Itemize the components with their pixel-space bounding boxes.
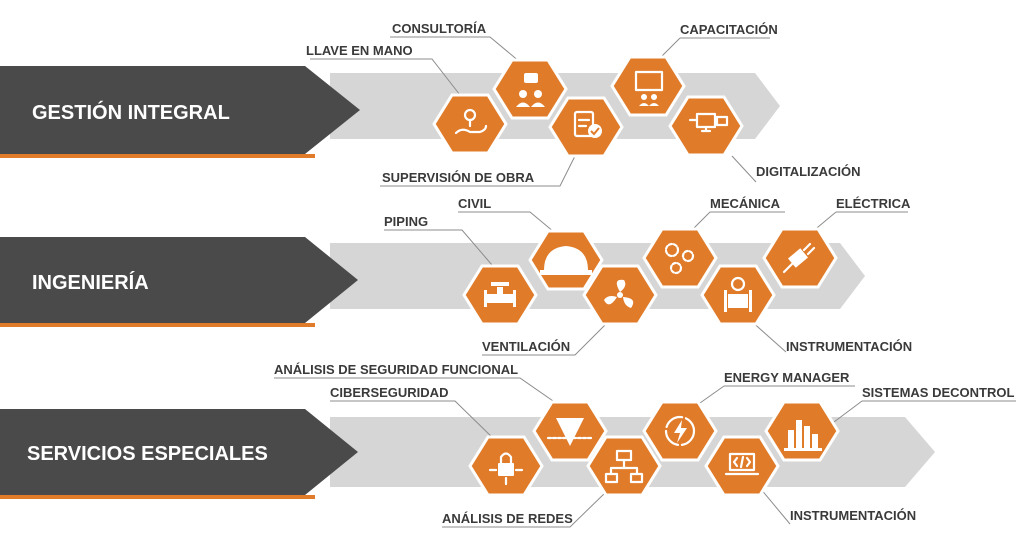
gears-icon	[664, 242, 695, 275]
factory-icon	[784, 420, 822, 451]
hex-electrica	[762, 227, 838, 289]
hex-ventilacion	[582, 264, 658, 326]
hex-instrumentacion	[700, 264, 776, 326]
chat-people-icon	[516, 73, 545, 107]
code-laptop-icon	[724, 452, 760, 476]
monitor-network-icon	[688, 112, 729, 133]
hex-sistemas-de-control	[764, 400, 840, 462]
banner-underline	[0, 495, 315, 499]
label-mecanica: MECÁNICA	[710, 196, 781, 211]
banner-underline	[0, 323, 315, 327]
hex-mecanica	[642, 227, 718, 289]
hex-digitalizacion	[668, 95, 744, 157]
fan-icon	[604, 279, 634, 308]
label-capacitacion: CAPACITACIÓN	[680, 22, 778, 37]
section-banner	[0, 237, 358, 323]
label-energy-manager: ENERGY MANAGER	[724, 370, 850, 385]
presentation-icon	[634, 70, 664, 106]
section-title: SERVICIOS ESPECIALES	[27, 443, 268, 465]
hex-llave-en-mano	[432, 93, 508, 155]
label-consultoria: CONSULTORÍA	[392, 21, 487, 36]
label-ventilacion: VENTILACIÓN	[482, 339, 570, 354]
section-ingenieria: INGENIERÍA	[0, 196, 912, 356]
label-digitalizacion: DIGITALIZACIÓN	[756, 164, 860, 179]
hex-instrumentacion-especial	[704, 435, 780, 497]
label-electrica: ELÉCTRICA	[836, 196, 911, 211]
energy-cycle-icon	[664, 415, 696, 447]
hex-ciberseguridad	[468, 435, 544, 497]
valve-icon	[484, 282, 516, 307]
hex-energy-manager	[642, 400, 718, 462]
clipboard-check-icon	[573, 110, 602, 138]
label-analisis-de-redes: ANÁLISIS DE REDES	[442, 511, 573, 526]
banner-underline	[0, 154, 315, 158]
hex-piping	[462, 264, 538, 326]
hex-capacitacion	[610, 55, 686, 117]
label-civil: CIVIL	[458, 196, 491, 211]
label-analisis-seguridad-funcional: ANÁLISIS DE SEGURIDAD FUNCIONAL	[274, 362, 518, 377]
label-supervision-de-obra: SUPERVISIÓN DE OBRA	[382, 170, 535, 185]
flow-meter-icon	[724, 276, 752, 312]
hex-consultoria	[492, 58, 568, 120]
label-sistemas-de-control: SISTEMAS DECONTROL	[862, 385, 1014, 400]
section-banner	[0, 409, 358, 495]
label-instrumentacion-especial: INSTRUMENTACIÓN	[790, 508, 916, 523]
hex-analisis-de-redes	[586, 435, 662, 497]
lock-circuit-icon	[488, 452, 524, 486]
label-instrumentacion: INSTRUMENTACIÓN	[786, 339, 912, 354]
section-title: GESTIÓN INTEGRAL	[32, 100, 230, 124]
hex-civil	[528, 229, 604, 291]
hard-hat-icon	[540, 246, 592, 275]
hex-supervision-de-obra	[548, 96, 624, 158]
label-llave-en-mano: LLAVE EN MANO	[306, 43, 413, 58]
section-gestion-integral: GESTIÓN INTEGRAL	[0, 21, 860, 187]
network-icon	[604, 449, 644, 484]
label-ciberseguridad: CIBERSEGURIDAD	[330, 385, 448, 400]
section-servicios-especiales: SERVICIOS ESPECIALES	[0, 362, 1016, 528]
section-banner	[0, 66, 360, 154]
section-title: INGENIERÍA	[32, 271, 149, 294]
funnel-icon	[546, 418, 594, 446]
hand-pin-icon	[454, 108, 488, 135]
label-piping: PIPING	[384, 214, 428, 229]
hex-analisis-seguridad-funcional	[532, 400, 608, 462]
plug-icon	[782, 242, 816, 274]
